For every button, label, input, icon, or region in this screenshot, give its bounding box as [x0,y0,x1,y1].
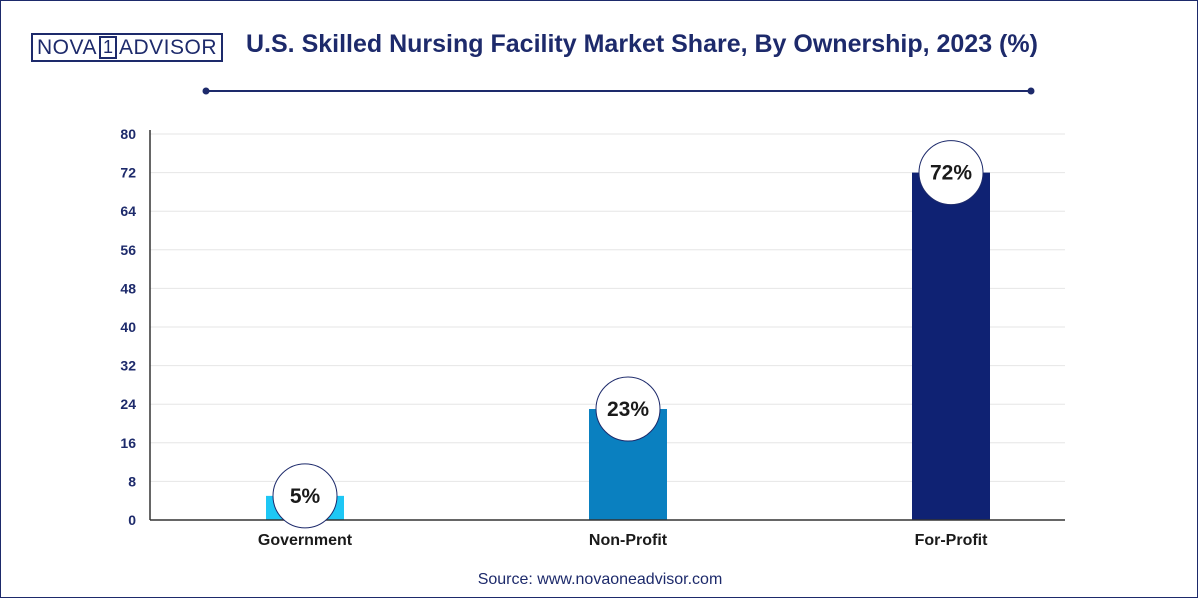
data-label-circle [595,376,661,442]
y-tick-label: 24 [120,396,136,412]
x-tick-label: Non-Profit [589,532,668,549]
brand-logo: NOVA 1 ADVISOR [31,33,224,62]
y-tick-label: 40 [120,319,136,335]
title-underline [202,87,1035,95]
y-tick-label: 32 [120,358,136,374]
x-tick-label: For-Profit [915,532,989,549]
data-label-circle [918,140,984,206]
y-tick-label: 56 [120,242,136,258]
brand-num: 1 [98,36,117,59]
y-axis-ticks: 0 8 16 24 32 40 48 56 64 72 80 [120,126,136,528]
y-tick-label: 8 [128,473,136,489]
x-axis-labels: Government Non-Profit For-Profit [258,532,988,549]
y-tick-label: 16 [120,435,136,451]
brand-left: NOVA [37,35,97,59]
bars [266,172,990,520]
data-label: 5% [290,485,321,508]
data-label-circle [272,463,338,529]
y-tick-label: 0 [128,512,136,528]
data-labels: 5% 23% 72% [272,140,984,529]
data-label: 23% [607,398,649,421]
brand-right: ADVISOR [118,35,218,59]
bar-for-profit [912,172,990,520]
x-tick-label: Government [258,532,353,549]
data-label: 72% [930,162,972,185]
chart-title: U.S. Skilled Nursing Facility Market Sha… [246,30,1038,58]
brand-logo-box: NOVA 1 ADVISOR [31,33,224,62]
y-tick-label: 64 [120,203,136,219]
y-tick-label: 72 [120,165,136,181]
y-tick-label: 80 [120,126,136,142]
y-tick-label: 48 [120,280,136,296]
source-note: Source: www.novaoneadvisor.com [477,571,723,588]
